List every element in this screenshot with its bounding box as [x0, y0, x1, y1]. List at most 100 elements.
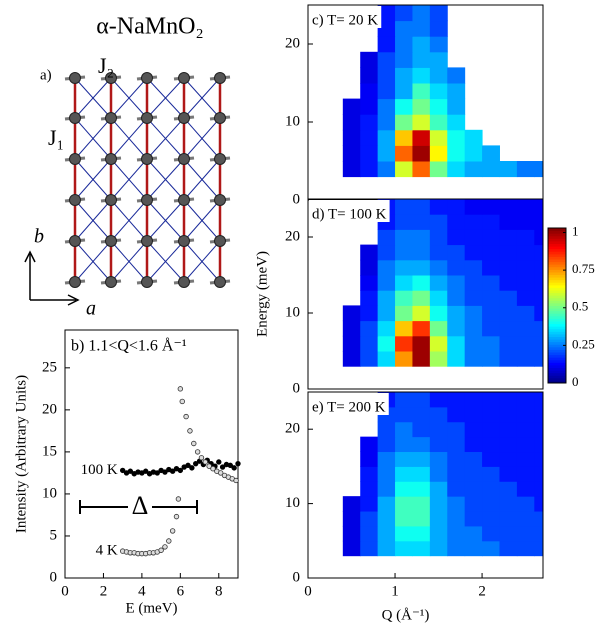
- heat-cell: [516, 421, 535, 438]
- heat-cell: [516, 540, 535, 557]
- heat-cell: [464, 451, 483, 467]
- heat-cell: [534, 540, 543, 557]
- exchange-bond: [183, 158, 221, 201]
- heat-cell: [429, 199, 448, 215]
- heat-cell: [377, 290, 396, 306]
- heat-cell: [516, 525, 535, 542]
- heat-cell: [464, 214, 483, 230]
- coupling-label: J₂: [98, 53, 114, 78]
- heat-cell: [534, 275, 543, 291]
- heat-cell: [395, 214, 413, 230]
- heat-cell: [447, 511, 466, 527]
- heat-cell: [516, 451, 535, 467]
- heat-cell: [412, 481, 431, 497]
- heat-cell: [429, 67, 448, 84]
- data-point: [183, 413, 189, 420]
- heat-cell: [464, 259, 483, 276]
- arrow-head: [24, 250, 36, 263]
- heat-cell: [499, 451, 518, 467]
- heat-cell: [395, 129, 413, 146]
- heat-cell: [412, 511, 431, 527]
- heat-cell: [447, 406, 466, 423]
- y-tick-label: 5: [50, 527, 58, 543]
- heat-cell: [377, 320, 396, 337]
- heat-cell: [534, 406, 543, 423]
- heat-cell: [516, 496, 535, 512]
- heat-cell: [412, 20, 431, 37]
- heat-cell: [464, 406, 483, 423]
- data-point: [206, 463, 212, 469]
- mn-ion: [105, 194, 117, 206]
- heat-cell: [482, 335, 500, 352]
- coupling-label: J₁: [48, 125, 64, 150]
- heat-cell: [429, 51, 448, 68]
- heat-cell: [534, 392, 543, 408]
- colorbar-strip: [548, 333, 566, 337]
- heat-cell: [429, 481, 448, 497]
- heat-cell: [516, 244, 535, 261]
- series-label: 4 K: [96, 543, 118, 559]
- heat-cell: [429, 320, 448, 337]
- heat-cell: [482, 320, 500, 337]
- heat-cell: [429, 421, 448, 438]
- heat-cell: [377, 129, 396, 146]
- y-tick-label: 10: [285, 304, 300, 320]
- figure-title: α-NaMnO₂: [96, 14, 204, 40]
- data-point: [219, 464, 226, 470]
- colorbar-strip: [548, 238, 566, 242]
- data-point: [169, 468, 176, 474]
- colorbar-strip: [548, 354, 566, 358]
- heat-cell: [516, 290, 535, 306]
- heat-cell: [464, 511, 483, 527]
- heat-cell: [464, 199, 483, 215]
- heat-cell: [429, 496, 448, 512]
- heat-cell: [429, 5, 448, 22]
- heat-cell: [429, 290, 448, 306]
- heat-cell: [377, 451, 396, 467]
- heat-cell: [447, 275, 466, 291]
- heat-cell: [482, 466, 500, 482]
- exchange-bond: [146, 158, 185, 201]
- heat-cell: [377, 145, 396, 162]
- heat-cell: [464, 305, 483, 322]
- y-tick-label: 20: [285, 421, 300, 437]
- heat-cell: [342, 320, 361, 337]
- heat-cell: [360, 525, 379, 542]
- mn-ion: [105, 235, 117, 247]
- heat-cell: [429, 351, 448, 367]
- heat-cell: [516, 259, 535, 276]
- x-tick-label: 2: [100, 583, 108, 599]
- data-point: [198, 455, 205, 461]
- heat-cell: [464, 229, 483, 246]
- heat-cell: [464, 540, 483, 557]
- heat-cell: [395, 436, 413, 453]
- y-tick-label: 25: [42, 359, 57, 375]
- y-tick-label: 10: [42, 485, 57, 501]
- heat-cell: [395, 351, 413, 367]
- heat-cell: [429, 161, 448, 178]
- colorbar-strip: [548, 271, 566, 275]
- heat-cell: [429, 214, 448, 230]
- heat-cell: [395, 67, 413, 84]
- heat-cell: [360, 496, 379, 512]
- heat-cell: [447, 305, 466, 322]
- data-point: [216, 459, 222, 465]
- heat-cell: [499, 436, 518, 453]
- heat-cell: [447, 161, 466, 178]
- series-label: 100 K: [81, 462, 118, 478]
- heat-cell: [516, 351, 535, 367]
- heat-cell: [395, 259, 413, 276]
- heat-cell: [499, 229, 518, 246]
- data-point: [158, 547, 164, 553]
- heat-cell: [412, 244, 431, 261]
- panel-label: d) T= 100 K: [312, 206, 387, 222]
- colorbar-strip: [548, 377, 566, 381]
- heat-cell: [516, 406, 535, 423]
- heat-cell: [499, 214, 518, 230]
- heat-cell: [516, 320, 535, 337]
- heat-cell: [360, 540, 379, 557]
- heat-cell: [534, 259, 543, 276]
- heat-cell: [412, 335, 431, 352]
- mn-ion: [69, 235, 81, 247]
- heat-cell: [499, 161, 518, 178]
